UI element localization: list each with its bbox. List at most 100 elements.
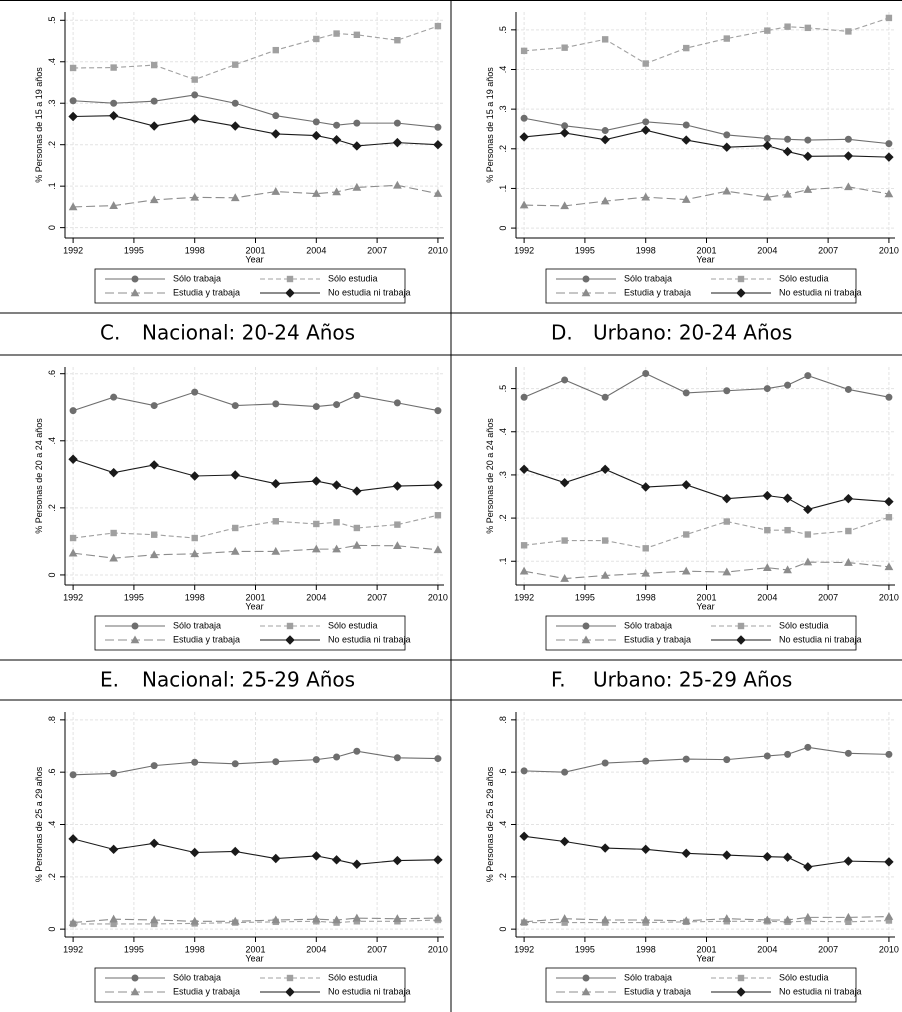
marker <box>804 372 812 380</box>
y-axis-label: % Personas de 15 a 19 años <box>34 67 44 183</box>
marker <box>352 540 362 549</box>
x-tick-label: 1992 <box>514 944 534 954</box>
x-tick-label: 2001 <box>696 245 716 255</box>
marker <box>68 454 78 464</box>
legend-label: Sólo estudia <box>328 273 378 283</box>
marker <box>561 122 569 130</box>
marker <box>885 140 893 148</box>
marker <box>190 114 200 124</box>
y-axis-label: % Personas de 20 a 24 años <box>485 418 495 534</box>
y-axis-label: % Personas de 15 a 19 años <box>485 67 495 183</box>
marker <box>601 393 609 401</box>
legend-label: Estudia y trabaja <box>173 634 240 644</box>
marker <box>190 192 200 201</box>
marker <box>581 635 591 644</box>
marker <box>600 196 610 205</box>
chart-title: Urbano: 20-24 Años <box>593 321 792 345</box>
x-tick-label: 1992 <box>63 944 83 954</box>
x-tick-label: 2007 <box>818 592 838 602</box>
marker <box>272 518 279 525</box>
marker <box>845 28 852 35</box>
marker <box>230 546 240 555</box>
marker <box>353 119 361 127</box>
y-tick-label: .4 <box>47 58 57 66</box>
x-tick-label: 1995 <box>124 245 144 255</box>
x-tick-label: 1992 <box>63 245 83 255</box>
series-line <box>524 17 890 65</box>
marker <box>313 35 320 43</box>
marker <box>333 121 341 129</box>
marker <box>271 915 281 924</box>
marker <box>311 476 322 486</box>
marker <box>561 768 569 776</box>
chart-title: Nacional: 25-29 Años <box>142 668 355 692</box>
marker <box>352 486 362 496</box>
marker <box>561 44 568 51</box>
plot-area <box>516 367 895 585</box>
marker <box>642 369 650 377</box>
panel: C. Nacional: 20-24 Años 0 .2 .4 .6 1992 1995 199… <box>34 321 448 651</box>
legend-label: No estudia ni trabaja <box>328 287 411 297</box>
y-tick-label: .4 <box>47 437 57 445</box>
y-tick-label: .4 <box>498 428 508 436</box>
marker <box>784 750 792 758</box>
marker <box>783 189 792 198</box>
marker <box>722 567 732 576</box>
marker <box>68 918 78 926</box>
marker <box>109 553 118 562</box>
marker <box>131 974 139 982</box>
marker <box>353 747 361 755</box>
panel-label: E. <box>100 668 119 692</box>
x-tick-label: 1995 <box>575 944 595 954</box>
marker <box>762 140 773 151</box>
marker <box>352 913 362 922</box>
marker <box>333 519 340 526</box>
marker <box>68 548 78 557</box>
marker <box>736 635 746 645</box>
marker <box>600 843 610 853</box>
legend: Sólo trabaja Sólo estudia Estudia y trabaj… <box>94 268 411 304</box>
marker <box>333 753 341 761</box>
marker <box>393 914 402 922</box>
x-tick-label: 1992 <box>514 245 534 255</box>
x-tick-label: 2001 <box>245 944 265 954</box>
legend: Sólo trabaja Sólo estudia Estudia y trabaj… <box>545 615 862 651</box>
legend: Sólo trabaja Sólo estudia Estudia y trabaj… <box>545 268 862 304</box>
marker <box>559 128 570 138</box>
marker <box>784 135 792 143</box>
marker <box>723 131 731 139</box>
x-tick-label: 2004 <box>306 944 326 954</box>
legend-label: Sólo trabaja <box>173 972 221 982</box>
marker <box>434 755 442 763</box>
marker <box>149 550 159 559</box>
marker <box>681 566 691 575</box>
x-tick-label: 1998 <box>636 592 656 602</box>
marker <box>843 856 854 866</box>
marker <box>764 526 771 534</box>
marker <box>150 402 158 410</box>
marker <box>130 987 140 996</box>
legend: Sólo trabaja Sólo estudia Estudia y trabaj… <box>545 967 862 1003</box>
marker <box>332 915 341 924</box>
marker <box>191 534 198 542</box>
marker <box>232 61 239 68</box>
marker <box>130 635 140 644</box>
marker <box>601 537 609 544</box>
y-tick-label: .4 <box>498 821 508 829</box>
marker <box>737 275 745 283</box>
y-tick-label: .2 <box>498 873 508 881</box>
marker <box>272 112 280 120</box>
x-tick-label: 1995 <box>124 944 144 954</box>
x-tick-label: 2010 <box>879 944 899 954</box>
marker <box>313 520 320 528</box>
legend: Sólo trabaja Sólo estudia Estudia y trabaj… <box>94 615 411 651</box>
legend-label: Estudia y trabaja <box>173 986 240 996</box>
marker <box>149 460 159 470</box>
marker <box>131 622 139 630</box>
x-tick-label: 2007 <box>367 245 387 255</box>
marker <box>231 99 239 107</box>
marker <box>762 915 772 924</box>
marker <box>230 916 240 925</box>
marker <box>783 915 792 924</box>
marker <box>110 529 117 537</box>
